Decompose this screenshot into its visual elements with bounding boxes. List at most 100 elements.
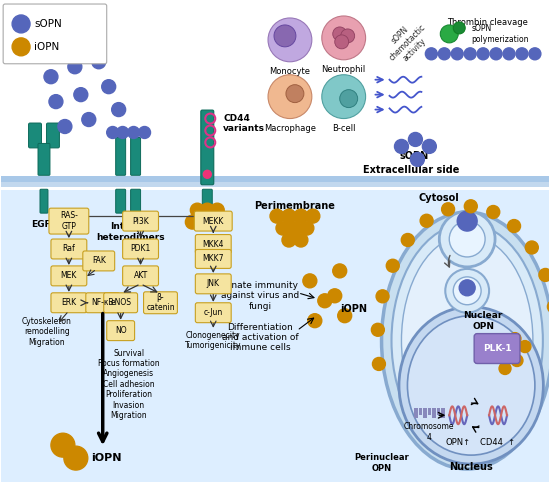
- FancyBboxPatch shape: [123, 211, 158, 231]
- Text: ERK: ERK: [61, 298, 76, 307]
- Text: Cytoskeleton
remodelling
Migration: Cytoskeleton remodelling Migration: [22, 317, 72, 347]
- FancyBboxPatch shape: [123, 239, 158, 259]
- Circle shape: [210, 203, 224, 217]
- Circle shape: [371, 323, 384, 336]
- Circle shape: [68, 60, 82, 74]
- Circle shape: [190, 203, 204, 217]
- Circle shape: [441, 25, 458, 43]
- Text: sOPN
polymerization: sOPN polymerization: [471, 24, 529, 43]
- Circle shape: [333, 264, 346, 278]
- Circle shape: [503, 48, 515, 60]
- Circle shape: [200, 203, 214, 217]
- FancyBboxPatch shape: [123, 266, 158, 286]
- Circle shape: [438, 48, 450, 60]
- Circle shape: [449, 221, 485, 257]
- Ellipse shape: [399, 307, 543, 464]
- Ellipse shape: [392, 224, 543, 457]
- Circle shape: [511, 355, 523, 366]
- Ellipse shape: [402, 235, 533, 446]
- Circle shape: [529, 48, 541, 60]
- Text: Innate immunity
against virus and
fungi: Innate immunity against virus and fungi: [221, 281, 299, 311]
- FancyBboxPatch shape: [3, 4, 107, 64]
- Text: NF-κB: NF-κB: [91, 298, 114, 307]
- Circle shape: [439, 211, 495, 267]
- FancyBboxPatch shape: [83, 251, 115, 271]
- Circle shape: [58, 120, 72, 134]
- FancyBboxPatch shape: [130, 189, 141, 213]
- Circle shape: [270, 209, 284, 223]
- Text: c-Jun: c-Jun: [204, 308, 223, 317]
- Circle shape: [12, 15, 30, 33]
- Circle shape: [306, 209, 320, 223]
- FancyBboxPatch shape: [51, 266, 87, 286]
- Circle shape: [333, 27, 346, 41]
- FancyBboxPatch shape: [194, 211, 232, 231]
- FancyBboxPatch shape: [201, 110, 214, 185]
- Text: Perimembrane
OPN: Perimembrane OPN: [255, 201, 336, 223]
- Circle shape: [539, 268, 550, 281]
- Text: Macrophage: Macrophage: [264, 123, 316, 133]
- FancyBboxPatch shape: [195, 303, 231, 322]
- FancyBboxPatch shape: [29, 123, 41, 148]
- Ellipse shape: [408, 316, 535, 455]
- Circle shape: [112, 103, 125, 117]
- Text: Extracellular side: Extracellular side: [363, 165, 459, 175]
- Circle shape: [490, 48, 502, 60]
- Circle shape: [288, 221, 302, 235]
- Circle shape: [525, 241, 538, 254]
- Circle shape: [215, 215, 229, 229]
- Circle shape: [453, 22, 465, 34]
- Circle shape: [74, 88, 88, 102]
- Circle shape: [372, 358, 386, 370]
- Circle shape: [276, 221, 290, 235]
- Bar: [419, 408, 422, 415]
- Text: NO: NO: [115, 326, 126, 335]
- Circle shape: [205, 215, 219, 229]
- Circle shape: [128, 126, 140, 138]
- Circle shape: [394, 139, 409, 153]
- Circle shape: [338, 309, 351, 322]
- Text: iOPN: iOPN: [91, 453, 122, 463]
- Text: PDK1: PDK1: [130, 244, 151, 254]
- FancyBboxPatch shape: [202, 189, 212, 209]
- Text: JNK: JNK: [207, 280, 220, 288]
- Circle shape: [322, 16, 366, 60]
- Text: MEKK: MEKK: [202, 216, 224, 226]
- Bar: [437, 408, 441, 415]
- Circle shape: [286, 85, 304, 103]
- Circle shape: [308, 314, 322, 328]
- Circle shape: [185, 215, 199, 229]
- Circle shape: [294, 233, 308, 247]
- Circle shape: [376, 290, 389, 303]
- Text: eNOS: eNOS: [110, 298, 131, 307]
- Circle shape: [92, 55, 106, 69]
- Circle shape: [410, 152, 425, 166]
- Circle shape: [117, 126, 129, 138]
- Circle shape: [82, 113, 96, 126]
- FancyBboxPatch shape: [40, 189, 48, 213]
- Circle shape: [459, 280, 475, 296]
- Circle shape: [322, 75, 366, 119]
- Text: Nuclear
OPN: Nuclear OPN: [464, 311, 503, 331]
- Bar: [1, 181, 549, 187]
- Text: Clonogenecity
Tumorigenicity: Clonogenecity Tumorigenicity: [185, 331, 241, 350]
- Circle shape: [340, 90, 358, 107]
- Circle shape: [453, 277, 481, 305]
- Text: Thrombin cleavage: Thrombin cleavage: [447, 18, 527, 27]
- Text: Nucleus: Nucleus: [449, 462, 493, 472]
- Circle shape: [107, 126, 119, 138]
- Text: OPN↑: OPN↑: [446, 438, 471, 447]
- Text: Survival
Focus formation
Angiogenesis
Cell adhesion
Proliferation
Invasion
Migra: Survival Focus formation Angiogenesis Ce…: [98, 348, 160, 420]
- FancyBboxPatch shape: [86, 293, 120, 313]
- Circle shape: [409, 133, 422, 147]
- Circle shape: [303, 274, 317, 288]
- Bar: [414, 408, 418, 418]
- FancyBboxPatch shape: [46, 123, 59, 148]
- Circle shape: [274, 25, 296, 47]
- Text: Perinuclear
OPN: Perinuclear OPN: [354, 453, 409, 472]
- Circle shape: [509, 333, 521, 345]
- Circle shape: [139, 126, 151, 138]
- FancyBboxPatch shape: [51, 293, 87, 313]
- Circle shape: [44, 70, 58, 84]
- Circle shape: [328, 289, 342, 303]
